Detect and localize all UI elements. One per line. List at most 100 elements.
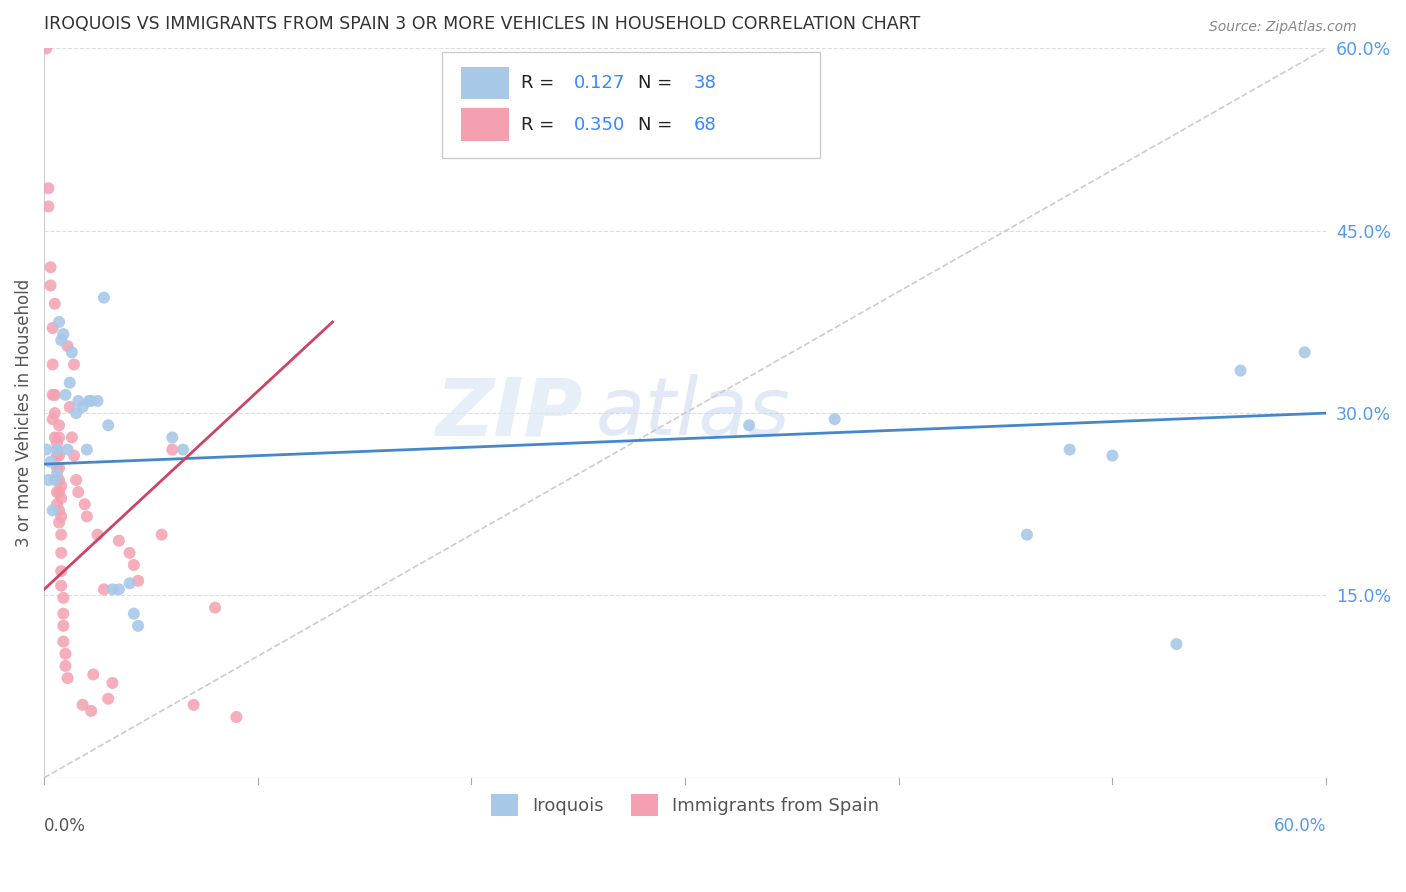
Bar — [461, 67, 509, 100]
Point — [39, 260, 62, 275]
Point — [44, 406, 66, 420]
Point — [76, 442, 98, 457]
Point — [59, 400, 82, 414]
Point — [51, 546, 73, 560]
Y-axis label: 3 or more Vehicles in Household: 3 or more Vehicles in Household — [15, 279, 32, 547]
Point — [51, 479, 73, 493]
Point — [150, 527, 173, 541]
Point — [80, 393, 103, 408]
Point — [48, 473, 70, 487]
Point — [162, 442, 184, 457]
Point — [108, 582, 131, 597]
Point — [45, 497, 67, 511]
Point — [172, 442, 194, 457]
Point — [122, 558, 145, 572]
Point — [59, 376, 82, 390]
Point — [44, 296, 66, 310]
Point — [39, 455, 62, 469]
Point — [44, 473, 66, 487]
Point — [37, 181, 59, 195]
Point — [48, 315, 70, 329]
Point — [41, 358, 63, 372]
Point — [51, 333, 73, 347]
Point — [204, 600, 226, 615]
Point — [108, 533, 131, 548]
Point — [48, 516, 70, 530]
Legend: Iroquois, Immigrants from Spain: Iroquois, Immigrants from Spain — [484, 787, 887, 823]
Point — [51, 564, 73, 578]
Point — [65, 473, 87, 487]
Point — [41, 412, 63, 426]
Point — [45, 442, 67, 457]
Point — [41, 503, 63, 517]
Point — [45, 449, 67, 463]
Text: 38: 38 — [695, 74, 717, 92]
Text: N =: N = — [638, 116, 678, 134]
Point — [35, 442, 58, 457]
Point — [93, 582, 115, 597]
Bar — [461, 108, 509, 141]
Point — [56, 442, 79, 457]
FancyBboxPatch shape — [441, 52, 820, 158]
Point — [93, 291, 115, 305]
Text: N =: N = — [638, 74, 678, 92]
Point — [86, 527, 108, 541]
Text: IROQUOIS VS IMMIGRANTS FROM SPAIN 3 OR MORE VEHICLES IN HOUSEHOLD CORRELATION CH: IROQUOIS VS IMMIGRANTS FROM SPAIN 3 OR M… — [44, 15, 921, 33]
Point — [162, 430, 184, 444]
Point — [52, 591, 75, 605]
Point — [48, 418, 70, 433]
Point — [41, 321, 63, 335]
Point — [122, 607, 145, 621]
Text: atlas: atlas — [595, 374, 790, 452]
Text: R =: R = — [522, 74, 560, 92]
Point — [67, 485, 90, 500]
Point — [118, 576, 141, 591]
Text: 68: 68 — [695, 116, 717, 134]
Point — [225, 710, 247, 724]
Point — [37, 473, 59, 487]
Point — [51, 527, 73, 541]
Point — [77, 393, 100, 408]
Point — [45, 485, 67, 500]
Point — [56, 339, 79, 353]
Point — [52, 619, 75, 633]
Point — [738, 418, 761, 433]
Point — [56, 671, 79, 685]
Point — [1101, 449, 1123, 463]
Point — [45, 436, 67, 450]
Point — [127, 619, 149, 633]
Point — [1294, 345, 1316, 359]
Text: 0.350: 0.350 — [574, 116, 624, 134]
Point — [48, 430, 70, 444]
Point — [72, 698, 94, 712]
Point — [76, 509, 98, 524]
Point — [52, 607, 75, 621]
Point — [86, 393, 108, 408]
Text: 60.0%: 60.0% — [1274, 817, 1326, 835]
Point — [51, 491, 73, 506]
Point — [51, 579, 73, 593]
Point — [1059, 442, 1081, 457]
Point — [48, 449, 70, 463]
Point — [55, 647, 77, 661]
Point — [824, 412, 846, 426]
Point — [45, 467, 67, 481]
Point — [44, 430, 66, 444]
Text: 0.127: 0.127 — [574, 74, 624, 92]
Text: Source: ZipAtlas.com: Source: ZipAtlas.com — [1209, 20, 1357, 34]
Text: R =: R = — [522, 116, 560, 134]
Point — [1015, 527, 1038, 541]
Point — [48, 485, 70, 500]
Point — [41, 388, 63, 402]
Point — [80, 704, 103, 718]
Point — [65, 406, 87, 420]
Point — [73, 497, 96, 511]
Point — [72, 400, 94, 414]
Point — [52, 327, 75, 342]
Point — [82, 667, 104, 681]
Point — [37, 199, 59, 213]
Point — [63, 358, 86, 372]
Point — [51, 509, 73, 524]
Text: 0.0%: 0.0% — [44, 817, 86, 835]
Point — [118, 546, 141, 560]
